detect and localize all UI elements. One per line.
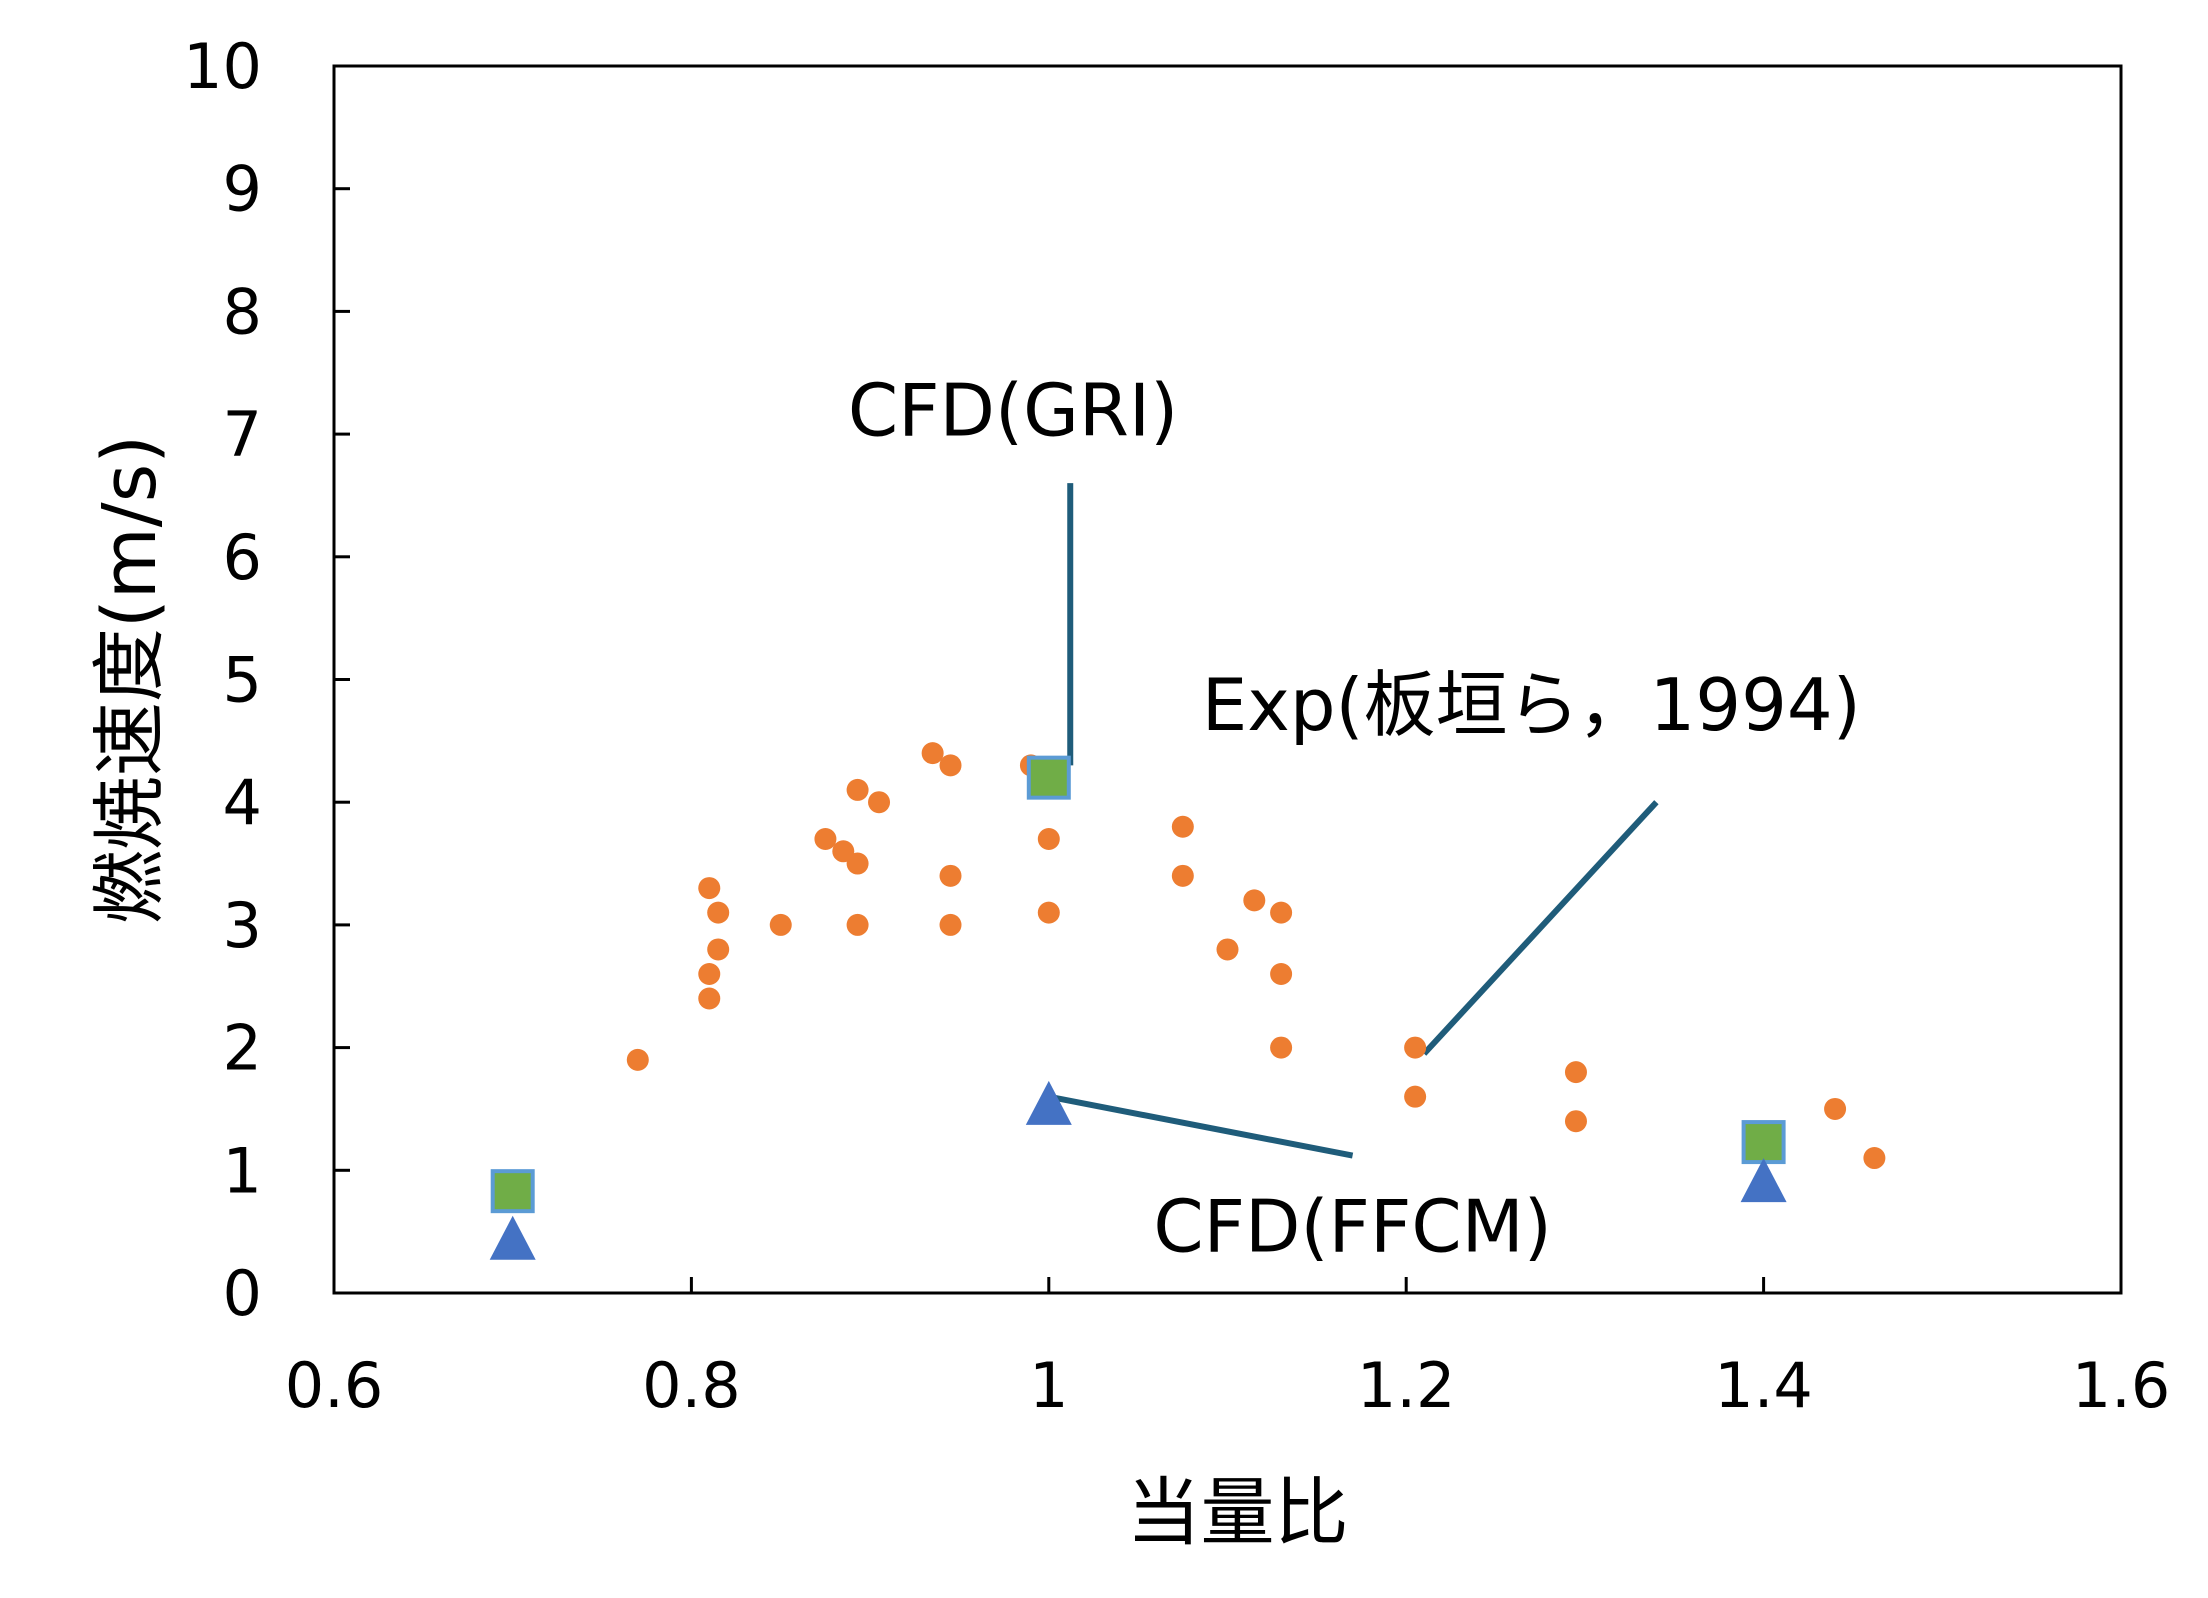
data-point-circle — [921, 742, 944, 765]
y-tick-label: 7 — [223, 398, 262, 471]
data-point-circle — [814, 828, 837, 851]
x-tick-label: 1.2 — [1357, 1349, 1456, 1422]
data-point-circle — [698, 962, 721, 985]
y-axis-ticks: 0 1 2 3 4 5 6 7 8 9 10 — [183, 30, 350, 1330]
data-point-circle — [1404, 1036, 1427, 1059]
data-point-circle — [1564, 1061, 1587, 1084]
series-square — [490, 755, 1786, 1214]
x-axis-title: 当量比 — [1127, 1470, 1349, 1556]
data-point-circle — [707, 901, 730, 924]
y-tick-label: 9 — [223, 153, 262, 226]
data-point-circle — [1863, 1147, 1886, 1170]
y-tick-label: 2 — [223, 1012, 262, 1085]
y-tick-label: 0 — [223, 1257, 262, 1330]
data-point-circle — [1564, 1110, 1587, 1133]
y-tick-label: 5 — [223, 644, 262, 717]
data-point-circle — [846, 778, 869, 801]
data-point-circle — [1270, 901, 1293, 924]
annotation-leader-line — [1048, 1093, 1354, 1159]
annotation-label: CFD(GRI) — [848, 369, 1178, 453]
data-point-circle — [939, 754, 962, 777]
data-point-circle — [939, 864, 962, 887]
x-tick-label: 1.4 — [1714, 1349, 1813, 1422]
y-axis-title: 燃焼速度(m/s) — [87, 435, 173, 924]
y-tick-label: 10 — [183, 30, 262, 103]
data-point-triangle — [489, 1215, 536, 1260]
data-point-circle — [868, 791, 891, 814]
data-point-circle — [1824, 1097, 1847, 1120]
y-tick-label: 8 — [223, 275, 262, 348]
data-point-square — [1741, 1120, 1786, 1165]
data-series — [489, 742, 1886, 1260]
data-point-circle — [1243, 889, 1266, 912]
data-point-triangle — [1740, 1158, 1787, 1203]
data-point-square — [490, 1169, 535, 1214]
data-point-circle — [1270, 1036, 1293, 1059]
data-point-circle — [626, 1048, 649, 1071]
data-point-circle — [769, 913, 792, 936]
data-point-circle — [1037, 901, 1060, 924]
y-tick-label: 3 — [223, 889, 262, 962]
data-point-circle — [698, 987, 721, 1010]
x-tick-label: 0.6 — [285, 1349, 384, 1422]
data-point-circle — [1216, 938, 1239, 961]
data-point-circle — [1037, 828, 1060, 851]
data-point-circle — [846, 852, 869, 875]
annotation-leader-line — [1421, 800, 1659, 1056]
data-point-circle — [1171, 864, 1194, 887]
data-point-circle — [846, 913, 869, 936]
data-point-circle — [1404, 1085, 1427, 1108]
data-point-circle — [832, 840, 855, 863]
series-triangle — [489, 1080, 1787, 1260]
series-circle — [626, 742, 1886, 1170]
x-tick-label: 1 — [1029, 1349, 1068, 1422]
data-point-circle — [1171, 815, 1194, 838]
y-tick-label: 1 — [223, 1134, 262, 1207]
data-point-triangle — [1025, 1080, 1072, 1125]
data-point-circle — [698, 877, 721, 900]
x-tick-label: 0.8 — [642, 1349, 741, 1422]
y-tick-label: 6 — [223, 521, 262, 594]
x-axis-ticks: 0.6 0.8 1 1.2 1.4 1.6 — [285, 1277, 2171, 1422]
annotation-labels: CFD(GRI) Exp(板垣ら，1994) CFD(FFCM) — [848, 369, 1861, 1269]
annotation-label: CFD(FFCM) — [1153, 1185, 1552, 1269]
annotation-label: Exp(板垣ら，1994) — [1202, 663, 1861, 747]
y-tick-label: 4 — [223, 766, 262, 839]
data-point-circle — [939, 913, 962, 936]
data-point-square — [1026, 755, 1071, 800]
data-point-circle — [1270, 962, 1293, 985]
data-point-circle — [707, 938, 730, 961]
annotation-leader-lines — [1048, 483, 1659, 1159]
x-tick-label: 1.6 — [2072, 1349, 2171, 1422]
